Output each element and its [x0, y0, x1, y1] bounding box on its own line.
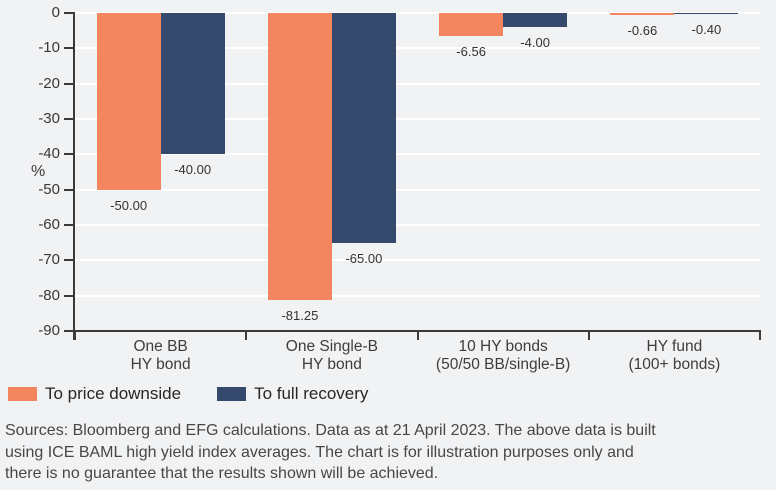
y-axis-tick	[64, 259, 75, 262]
y-axis-tick-label: -20	[38, 74, 60, 92]
y-axis-tick	[64, 224, 75, 226]
y-axis-tick-label: -50	[38, 180, 60, 198]
bar-to-full-recovery	[160, 13, 225, 155]
bar-to-price-downside	[610, 13, 675, 16]
gridline	[75, 47, 760, 50]
bar-to-price-downside	[96, 13, 161, 190]
y-axis-tick	[64, 118, 75, 120]
gridline	[75, 153, 760, 156]
bar-value-label: -40.00	[174, 162, 212, 178]
category-label-line: 10 HY bonds	[458, 338, 548, 355]
x-axis-tick	[245, 331, 248, 340]
legend-item-to-full-recovery: To full recovery	[217, 384, 368, 404]
y-axis-tick	[64, 188, 75, 191]
legend-swatch-downside-icon	[8, 387, 37, 401]
gridline	[75, 188, 760, 191]
y-axis-tick-label: -60	[38, 216, 60, 233]
y-axis-tick-label: -90	[38, 322, 60, 339]
source-line: Sources: Bloomberg and EFG calculations.…	[5, 422, 656, 439]
gridline	[75, 118, 760, 120]
bar-to-price-downside	[439, 13, 504, 37]
x-axis-tick	[74, 331, 76, 340]
category-label: HY fund (100+ bonds)	[628, 338, 720, 374]
x-axis-line	[73, 330, 761, 332]
bar-value-label: -4.00	[520, 35, 550, 51]
legend-label-recovery: To full recovery	[254, 384, 369, 403]
category-label-line: HY fund	[646, 338, 703, 355]
x-axis-tick	[587, 331, 590, 340]
y-axis-tick-label: -80	[38, 286, 60, 304]
gridline	[75, 12, 760, 14]
category-label: 10 HY bonds (50/50 BB/single-B)	[436, 338, 570, 374]
category-label: One BB HY bond	[131, 338, 191, 374]
bar-to-full-recovery	[331, 13, 396, 243]
y-axis-tick-label: -70	[38, 251, 60, 269]
gridline	[75, 294, 760, 297]
y-axis-tick-label: 0	[51, 4, 60, 21]
legend-label-downside: To price downside	[45, 384, 182, 403]
chart-legend: To price downside To full recovery	[8, 384, 368, 404]
category-label-line: (100+ bonds)	[628, 356, 721, 373]
plot-area: % 0 -10 -20 -30 -40 -50 -60 -70 -80 -90 -50.00 -40.…	[31, 4, 761, 374]
gridline	[75, 224, 760, 226]
x-axis-tick	[416, 331, 419, 340]
y-axis-tick-label: -30	[38, 110, 60, 127]
source-line: using ICE BAML high yield index averages…	[5, 443, 634, 461]
bar-value-label: -0.66	[627, 23, 658, 39]
category-label-line: One Single-B	[285, 338, 378, 355]
y-axis-tick	[64, 294, 75, 297]
bar-value-label: -81.25	[281, 308, 319, 324]
gridline	[75, 259, 760, 262]
bar-value-label: -50.00	[110, 197, 148, 213]
y-axis-tick	[64, 12, 75, 14]
y-axis-tick	[64, 153, 75, 156]
y-axis-tick-label: -10	[38, 39, 60, 57]
legend-swatch-recovery-icon	[217, 387, 247, 401]
category-label-line: HY bond	[301, 356, 362, 373]
legend-item-to-price-downside: To price downside	[8, 384, 181, 404]
bar-value-label: -65.00	[345, 250, 383, 266]
bar-to-full-recovery	[503, 13, 568, 28]
bar-to-full-recovery	[674, 13, 739, 15]
y-axis-title: %	[31, 163, 46, 180]
category-label: One Single-B HY bond	[286, 338, 378, 374]
y-axis-line	[73, 13, 75, 340]
bar-value-label: -6.56	[456, 44, 486, 60]
source-note: Sources: Bloomberg and EFG calculations.…	[5, 420, 773, 485]
category-label-line: HY bond	[130, 356, 191, 373]
x-axis-tick	[759, 331, 761, 340]
gridline	[75, 82, 760, 85]
bar-value-label: -0.40	[691, 22, 722, 38]
y-axis-tick	[64, 47, 75, 50]
source-line: there is no guarantee that the results s…	[5, 465, 439, 482]
y-axis-tick	[64, 82, 75, 85]
category-label-line: (50/50 BB/single-B)	[435, 356, 571, 373]
category-label-line: One BB	[133, 338, 188, 355]
y-axis-tick	[64, 330, 75, 332]
y-axis-tick-label: -40	[38, 145, 60, 163]
bar-to-price-downside	[267, 13, 332, 301]
